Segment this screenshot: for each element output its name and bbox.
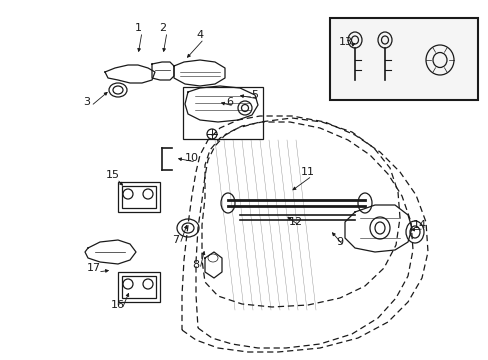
Bar <box>183 87 263 139</box>
Text: 5: 5 <box>251 90 258 100</box>
Text: 13: 13 <box>338 37 352 47</box>
Text: 17: 17 <box>87 263 101 273</box>
Bar <box>118 182 160 212</box>
Text: 11: 11 <box>301 167 314 177</box>
Text: 9: 9 <box>336 237 343 247</box>
Text: 15: 15 <box>106 170 120 180</box>
Text: 3: 3 <box>83 97 90 107</box>
Text: 10: 10 <box>184 153 199 163</box>
Text: 12: 12 <box>288 217 303 227</box>
Text: 7: 7 <box>172 235 179 245</box>
Text: 1: 1 <box>134 23 141 33</box>
Text: 6: 6 <box>226 97 233 107</box>
Bar <box>122 186 156 208</box>
Bar <box>122 276 156 298</box>
Text: 2: 2 <box>159 23 166 33</box>
Bar <box>118 272 160 302</box>
Text: 16: 16 <box>111 300 125 310</box>
Text: 4: 4 <box>196 30 203 40</box>
Bar <box>329 18 477 100</box>
Text: 14: 14 <box>412 220 426 230</box>
Text: 8: 8 <box>192 260 199 270</box>
